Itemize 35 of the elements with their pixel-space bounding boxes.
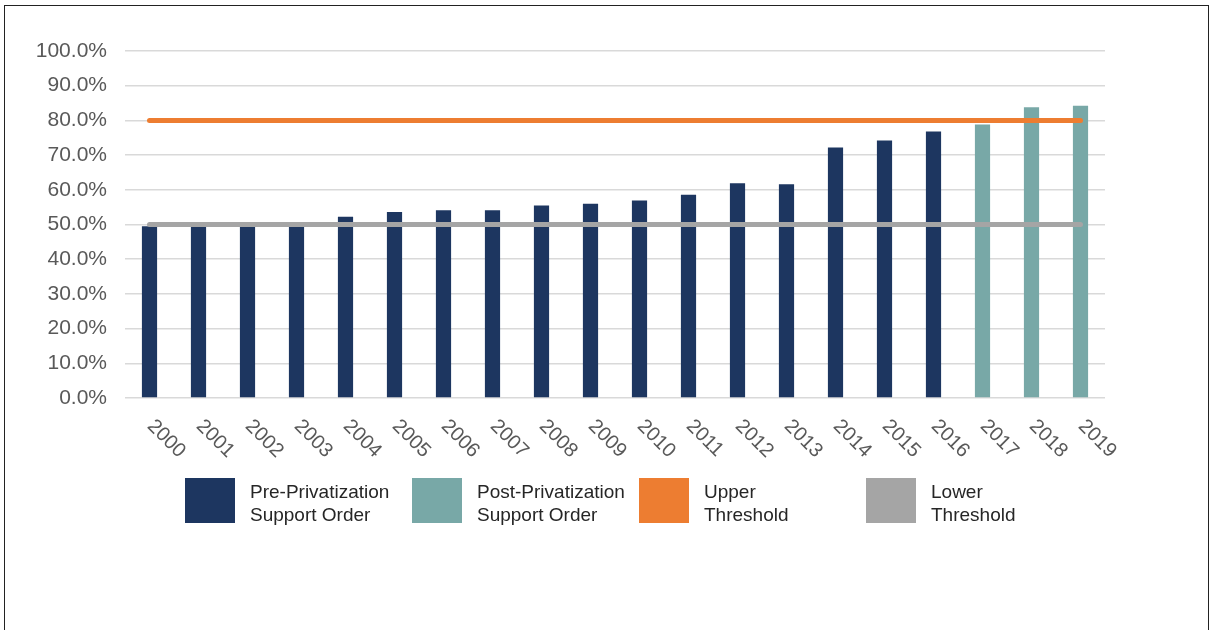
y-tick-label: 80.0% bbox=[47, 107, 107, 131]
bar bbox=[386, 212, 403, 398]
legend-label: Pre-Privatization Support Order bbox=[250, 480, 391, 526]
y-tick-label: 60.0% bbox=[47, 176, 107, 200]
bar bbox=[729, 183, 746, 398]
legend-label: Lower Threshold bbox=[931, 480, 1017, 526]
bar bbox=[778, 184, 795, 398]
bar bbox=[827, 147, 844, 398]
y-tick-label: 50.0% bbox=[47, 211, 107, 235]
y-tick-label: 90.0% bbox=[47, 72, 107, 96]
bar bbox=[239, 226, 256, 398]
bar bbox=[141, 226, 158, 398]
bar bbox=[190, 226, 207, 398]
bar bbox=[1072, 105, 1089, 398]
y-tick-label: 10.0% bbox=[47, 350, 107, 374]
bar bbox=[876, 140, 893, 398]
y-tick-label: 70.0% bbox=[47, 141, 107, 165]
bar bbox=[337, 216, 354, 398]
bar bbox=[1023, 107, 1040, 398]
bar bbox=[288, 226, 305, 398]
bar bbox=[680, 194, 697, 398]
bar bbox=[582, 203, 599, 398]
y-tick-label: 40.0% bbox=[47, 246, 107, 269]
bar bbox=[533, 205, 550, 398]
bar bbox=[631, 200, 648, 398]
bar bbox=[974, 124, 991, 398]
y-tick-label: 100.0% bbox=[35, 37, 107, 61]
y-tick-label: 20.0% bbox=[47, 315, 107, 339]
y-tick-label: 0.0% bbox=[59, 384, 107, 408]
bar bbox=[435, 210, 452, 398]
y-tick-label: 30.0% bbox=[47, 280, 107, 304]
legend-label: Post-Privatization Support Order bbox=[477, 480, 626, 526]
bar bbox=[484, 210, 501, 398]
legend-label: Upper Threshold bbox=[704, 480, 790, 526]
bar bbox=[925, 131, 942, 398]
